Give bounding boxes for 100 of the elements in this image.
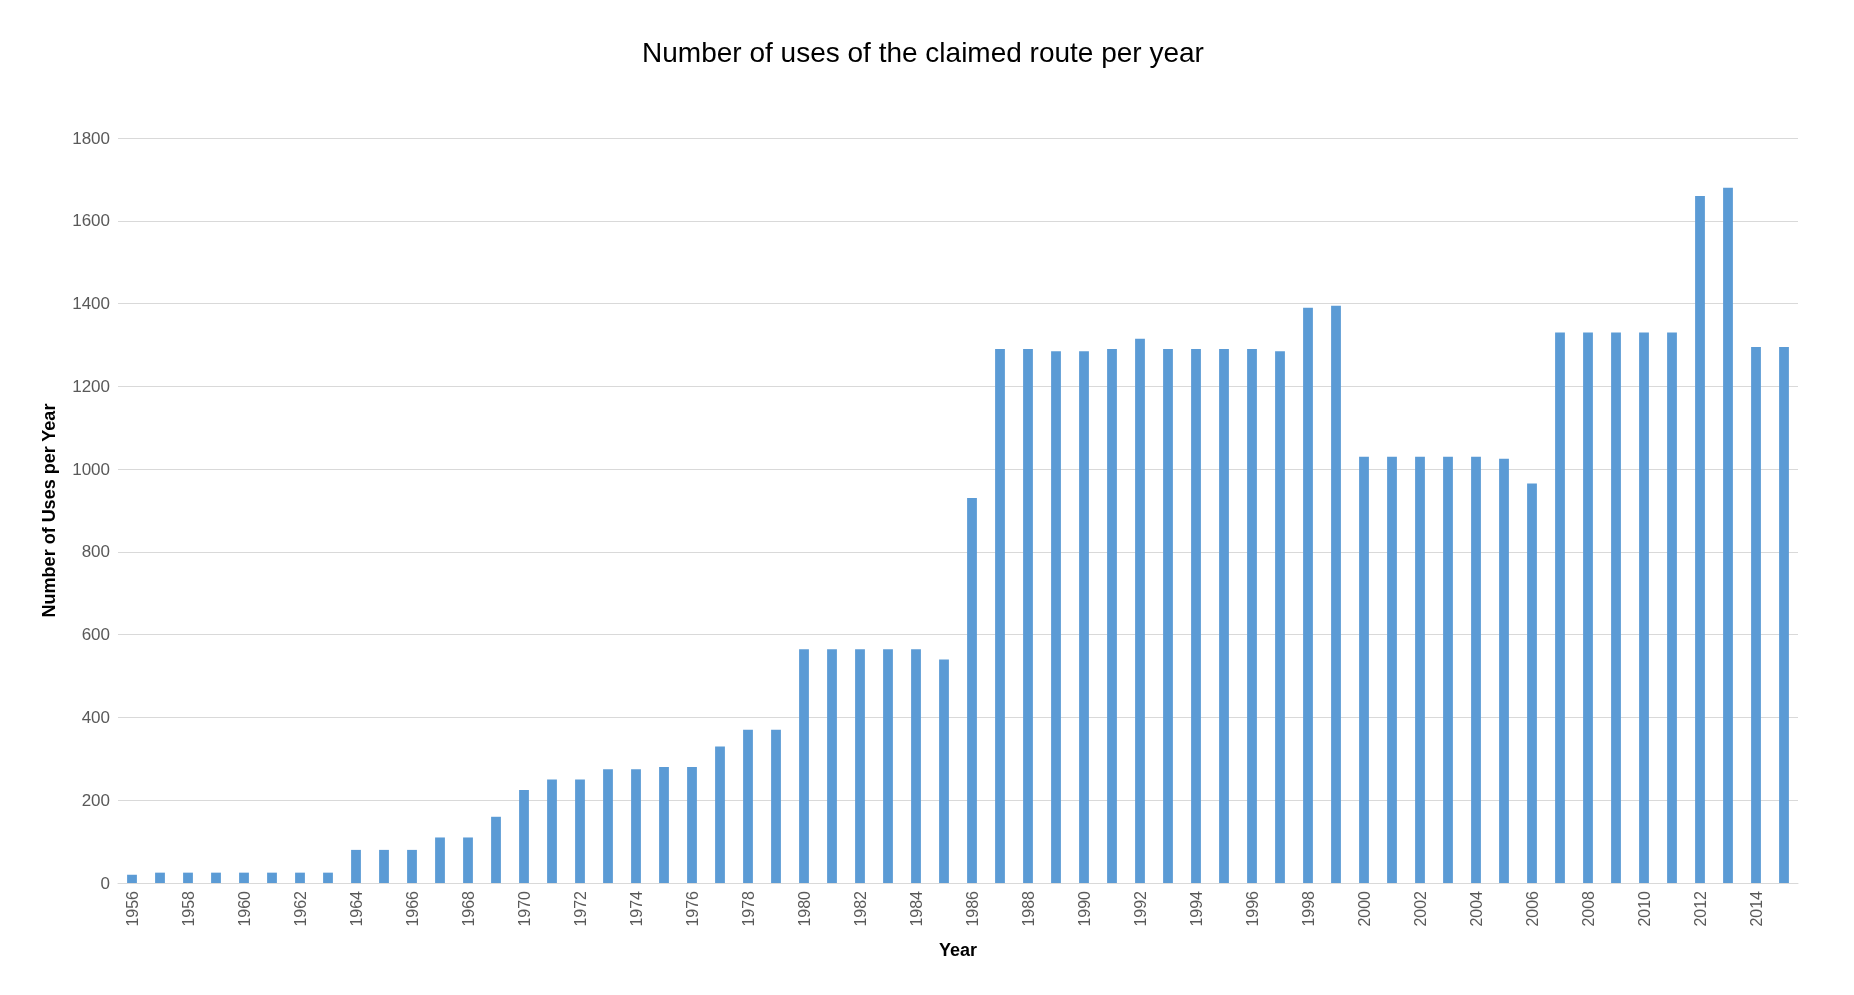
bar xyxy=(911,649,921,883)
bar xyxy=(491,816,501,883)
x-tick-label: 1956 xyxy=(123,890,141,927)
bar xyxy=(267,872,277,883)
x-tick-label: 1962 xyxy=(291,890,309,927)
bar xyxy=(1639,332,1649,883)
y-axis-title: Number of Uses per Year xyxy=(39,403,59,618)
y-tick-label: 1800 xyxy=(72,128,110,148)
y-tick-label: 0 xyxy=(100,873,110,893)
bar xyxy=(1555,332,1565,883)
x-tick-label: 1960 xyxy=(235,890,253,927)
x-tick-label: 1984 xyxy=(907,890,925,927)
bar xyxy=(1471,456,1481,883)
x-tick-label: 2006 xyxy=(1523,890,1541,927)
bar xyxy=(855,649,865,883)
bar xyxy=(211,872,221,883)
x-tick-label: 1974 xyxy=(627,890,645,927)
bar xyxy=(1415,456,1425,883)
y-tick-label: 800 xyxy=(81,542,110,562)
x-tick-label: 1986 xyxy=(963,890,981,927)
bar xyxy=(827,649,837,883)
bar xyxy=(1163,349,1173,883)
x-tick-label: 1966 xyxy=(403,890,421,927)
bar xyxy=(1611,332,1621,883)
x-tick-label: 1990 xyxy=(1075,890,1093,927)
x-tick-label: 1994 xyxy=(1187,890,1205,927)
x-tick-label: 2000 xyxy=(1355,890,1373,927)
x-tick-label: 2004 xyxy=(1467,890,1485,927)
bar xyxy=(1275,351,1285,883)
bar xyxy=(1359,456,1369,883)
y-tick-label: 1400 xyxy=(72,294,110,314)
bar xyxy=(351,849,361,883)
bar xyxy=(1527,483,1537,883)
x-tick-label: 1992 xyxy=(1131,890,1149,927)
bar xyxy=(715,746,725,883)
x-tick-label: 1970 xyxy=(515,890,533,927)
x-tick-label: 1988 xyxy=(1019,890,1037,927)
bar xyxy=(379,849,389,883)
bar xyxy=(547,779,557,883)
x-tick-label: 1996 xyxy=(1243,890,1261,927)
x-tick-label: 2002 xyxy=(1411,890,1429,927)
bar xyxy=(1247,349,1257,883)
bar xyxy=(659,767,669,883)
x-tick-label: 1976 xyxy=(683,890,701,927)
bar xyxy=(1023,349,1033,883)
bar xyxy=(883,649,893,883)
y-tick-label: 600 xyxy=(81,625,110,645)
bar xyxy=(743,729,753,883)
bar xyxy=(127,874,137,883)
x-tick-label: 2014 xyxy=(1747,890,1765,927)
x-tick-label: 1968 xyxy=(459,890,477,927)
bar xyxy=(603,769,613,883)
bar xyxy=(1079,351,1089,883)
y-tick-label: 1200 xyxy=(72,376,110,396)
bar xyxy=(1135,338,1145,883)
bar xyxy=(519,789,529,883)
x-axis-title: Year xyxy=(938,940,978,960)
bar xyxy=(771,729,781,883)
bar xyxy=(1779,347,1789,883)
y-tick-label: 200 xyxy=(81,790,110,810)
bar xyxy=(1107,349,1117,883)
x-tick-label: 1958 xyxy=(179,890,197,927)
bar xyxy=(239,872,249,883)
bar xyxy=(1191,349,1201,883)
y-tick-label: 1600 xyxy=(72,211,110,231)
x-tick-label: 1972 xyxy=(571,890,589,927)
bar xyxy=(295,872,305,883)
bar xyxy=(575,779,585,883)
bar xyxy=(1695,195,1705,883)
bar xyxy=(967,498,977,883)
x-tick-label: 1998 xyxy=(1299,890,1317,927)
x-tick-label: 2012 xyxy=(1691,890,1709,927)
bar xyxy=(631,769,641,883)
bar xyxy=(1443,456,1453,883)
bar xyxy=(1303,307,1313,883)
x-tick-label: 1964 xyxy=(347,890,365,927)
bar xyxy=(1583,332,1593,883)
bar xyxy=(323,872,333,883)
bar xyxy=(1331,305,1341,883)
y-tick-label: 1000 xyxy=(72,459,110,479)
bar xyxy=(183,872,193,883)
bar xyxy=(463,837,473,883)
bar xyxy=(435,837,445,883)
bar xyxy=(939,659,949,883)
x-tick-label: 1982 xyxy=(851,890,869,927)
bar xyxy=(1051,351,1061,883)
bar xyxy=(1667,332,1677,883)
bar xyxy=(407,849,417,883)
x-tick-label: 2008 xyxy=(1579,890,1597,927)
x-tick-label: 1978 xyxy=(739,890,757,927)
bar xyxy=(1499,458,1509,883)
bar xyxy=(995,349,1005,883)
bar xyxy=(1387,456,1397,883)
bar xyxy=(155,872,165,883)
x-tick-label: 1980 xyxy=(795,890,813,927)
bar xyxy=(1723,187,1733,883)
bar xyxy=(799,649,809,883)
chart-title: Number of uses of the claimed route per year xyxy=(642,36,1204,68)
y-tick-label: 400 xyxy=(81,707,110,727)
bar xyxy=(1219,349,1229,883)
